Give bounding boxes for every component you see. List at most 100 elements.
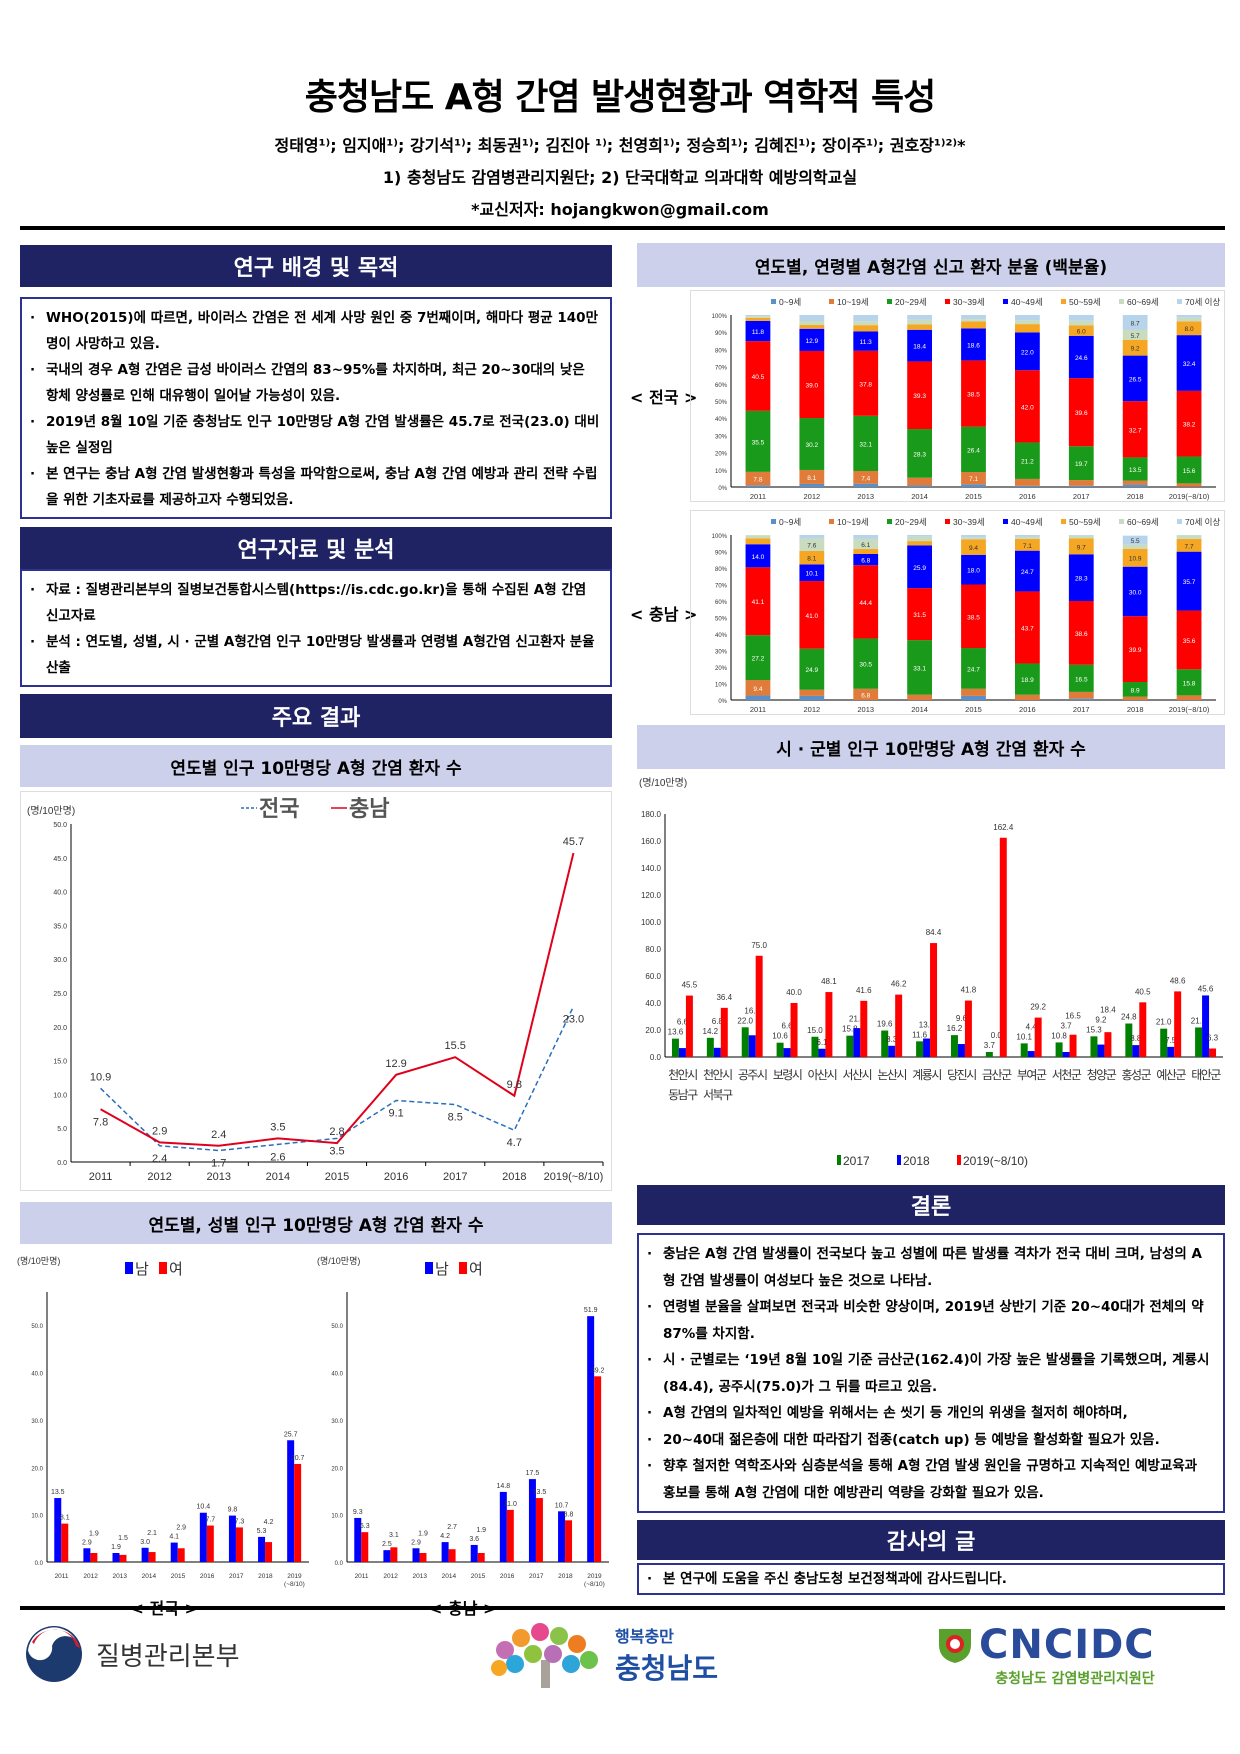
y-tick-label: 30.0 bbox=[53, 957, 67, 964]
data-label: 0.0 bbox=[991, 1031, 1003, 1040]
divider bbox=[20, 1606, 1225, 1610]
bar-segment bbox=[745, 680, 771, 696]
chungnam-name: 충청남도 bbox=[615, 1652, 719, 1685]
bar-segment bbox=[1014, 332, 1040, 371]
legend-swatch bbox=[945, 519, 950, 524]
data-label: 36.4 bbox=[716, 993, 732, 1002]
data-label: 32.4 bbox=[1183, 361, 1196, 368]
data-label: 8.9 bbox=[1131, 687, 1140, 694]
legend-swatch bbox=[425, 1262, 433, 1274]
divider bbox=[20, 226, 1225, 230]
x-tick-label: 2012 bbox=[147, 1171, 171, 1183]
bar bbox=[258, 1536, 266, 1562]
bar bbox=[1104, 1032, 1112, 1057]
legend-label: 50~59세 bbox=[1069, 517, 1101, 527]
list-item: 시 · 군별로는 ‘19년 8월 10일 기준 금산군(162.4)이 가장 높… bbox=[647, 1347, 1213, 1400]
data-label: 15.3 bbox=[1086, 1025, 1102, 1034]
bar bbox=[1125, 1023, 1133, 1057]
trend-line-chart: (명/10만명) 0.0 5.0 10.0 15.0 20.0 25.0 30.0 35.0 40… bbox=[20, 791, 612, 1191]
x-tick-label: 2011 bbox=[355, 1573, 369, 1580]
bar bbox=[1069, 1034, 1077, 1057]
data-label: 29.2 bbox=[1030, 1003, 1046, 1012]
data-label: 7.1 bbox=[969, 476, 978, 483]
x-tick-label: 2011 bbox=[750, 492, 766, 501]
y-tick-label: 20.0 bbox=[645, 1026, 661, 1035]
data-label: 26.4 bbox=[967, 447, 980, 454]
x-tick-label: 2017 bbox=[1073, 705, 1090, 714]
bar-segment bbox=[745, 485, 771, 487]
data-label: 9.2 bbox=[1095, 1015, 1107, 1024]
data-label: 24.8 bbox=[1121, 1013, 1137, 1022]
list-item: 2019년 8월 10일 기준 충청남도 인구 10만명당 A형 간염 발생률은… bbox=[30, 409, 600, 461]
bar bbox=[441, 1542, 449, 1562]
bar-segment bbox=[1176, 335, 1202, 391]
x-tick-label: 2013 bbox=[857, 705, 874, 714]
data-label: 2.9 bbox=[82, 1539, 92, 1546]
x-tick-label: 2018 bbox=[258, 1573, 273, 1580]
bar bbox=[1020, 1043, 1028, 1057]
data-label: 40.5 bbox=[1135, 987, 1151, 996]
data-label: 6.1 bbox=[816, 1038, 828, 1047]
data-label: 8.1 bbox=[60, 1515, 70, 1522]
bar-segment bbox=[1014, 370, 1040, 443]
legend-label: 2019(~8/10) bbox=[963, 1154, 1028, 1168]
chungnam-logo: 행복충만 충청남도 bbox=[485, 1620, 718, 1690]
data-label: 18.9 bbox=[1021, 677, 1034, 684]
data-label: 15.0 bbox=[807, 1026, 823, 1035]
bar bbox=[888, 1045, 896, 1057]
bar bbox=[1062, 1052, 1070, 1057]
bar-segment bbox=[1122, 315, 1148, 330]
data-label: 26.5 bbox=[1129, 376, 1142, 383]
x-tick-label: 보령시 bbox=[773, 1068, 802, 1082]
data-label: 48.1 bbox=[821, 977, 837, 986]
data-label: 22.0 bbox=[1021, 349, 1034, 356]
bar-segment bbox=[961, 319, 986, 322]
bar-segment bbox=[1122, 682, 1148, 697]
bar-segment bbox=[907, 429, 933, 478]
x-tick-label: 2016 bbox=[384, 1171, 408, 1183]
bar bbox=[206, 1525, 214, 1562]
thanks-box: 본 연구에 도움을 주신 충남도청 보건정책과에 감사드립니다. bbox=[637, 1563, 1225, 1595]
bar-segment bbox=[961, 584, 986, 649]
bar-segment bbox=[853, 688, 879, 700]
data-label: 10.8 bbox=[1051, 1031, 1067, 1040]
shield-icon bbox=[939, 1629, 971, 1663]
age-panel-chungnam: < 충남 > 0% 10% 20% 30% 40% 50% 60% 70% 80% 90% 100%… bbox=[630, 510, 1225, 715]
age-panel-national: < 전국 > 0% 10% 20% 30% 40% 50% 60% 70% 80% 90% 100%… bbox=[630, 290, 1225, 502]
bar-segment bbox=[1014, 694, 1040, 700]
bar-segment bbox=[1068, 535, 1094, 536]
bar-segment bbox=[907, 324, 933, 330]
x-tick-label: 2013 bbox=[207, 1171, 231, 1183]
legend-label: 여 bbox=[169, 1261, 183, 1278]
bar-segment bbox=[853, 321, 879, 326]
bar bbox=[720, 1007, 728, 1057]
bar-segment bbox=[853, 325, 879, 332]
data-label: 9.6 bbox=[956, 1014, 968, 1023]
data-label: 4.7 bbox=[507, 1137, 522, 1149]
data-label: 28.3 bbox=[913, 451, 926, 458]
bar-segment bbox=[745, 341, 771, 411]
bar bbox=[1097, 1044, 1105, 1057]
bar-segment bbox=[907, 588, 933, 641]
bar bbox=[90, 1553, 98, 1562]
y-tick-label: 20% bbox=[715, 666, 728, 672]
y-tick-label: 10% bbox=[715, 469, 728, 475]
y-tick-label: 10% bbox=[715, 683, 728, 689]
bar-segment bbox=[1014, 536, 1040, 539]
x-tick-label: 2016 bbox=[200, 1573, 215, 1580]
results-header: 주요 결과 bbox=[20, 694, 612, 738]
x-tick-label: 2018 bbox=[558, 1573, 573, 1580]
bar-segment bbox=[907, 477, 933, 486]
bar-segment bbox=[853, 315, 879, 322]
y-tick-label: 10.0 bbox=[331, 1514, 343, 1520]
bar-segment bbox=[1122, 548, 1148, 567]
bar-segment bbox=[1068, 664, 1094, 692]
bar-segment bbox=[1068, 535, 1094, 539]
list-item: 본 연구에 도움을 주신 충남도청 보건정책과에 감사드립니다. bbox=[647, 1570, 1213, 1588]
y-tick-label: 20.0 bbox=[331, 1466, 343, 1472]
bar bbox=[748, 1035, 756, 1057]
bar-segment bbox=[1122, 696, 1148, 700]
bar bbox=[354, 1517, 362, 1562]
data-label: 24.7 bbox=[967, 666, 980, 673]
bar bbox=[1202, 995, 1210, 1057]
